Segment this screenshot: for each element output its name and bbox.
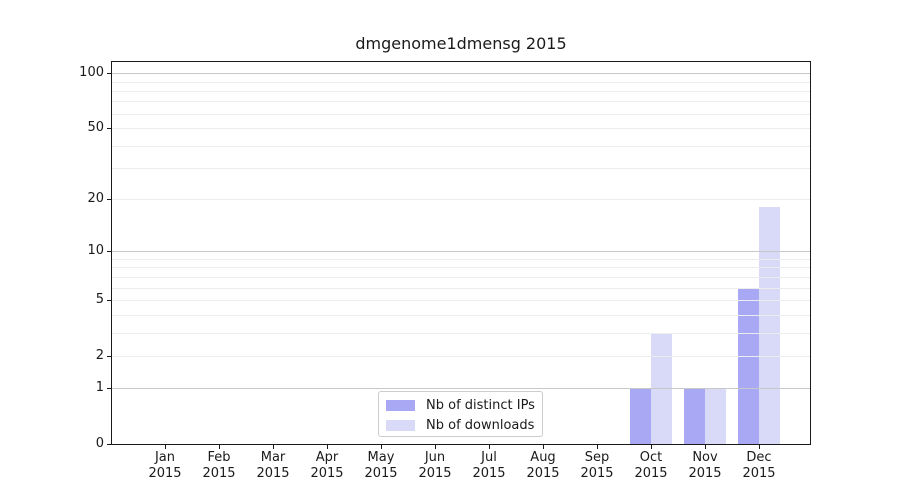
legend-label-downloads: Nb of downloads (426, 417, 535, 433)
x-axis-tick-label: Jun 2015 (408, 450, 462, 482)
grid-line-minor (112, 145, 810, 147)
y-tick-mark (107, 73, 111, 74)
bar-distinct-ips (684, 388, 705, 444)
y-axis-tick-label: 2 (95, 348, 104, 363)
x-tick-mark (759, 445, 760, 449)
x-axis-tick-label: Nov 2015 (678, 450, 732, 482)
grid-line-minor (112, 113, 810, 115)
y-axis-tick-label: 5 (95, 292, 104, 307)
x-tick-year: 2015 (202, 466, 236, 481)
x-axis-tick-label: Dec 2015 (732, 450, 786, 482)
grid-line-minor (112, 300, 810, 301)
y-axis-tick-label: 100 (79, 65, 104, 80)
grid-line-minor (112, 101, 810, 103)
x-axis-tick-label: Oct 2015 (624, 450, 678, 482)
x-tick-month: Aug (530, 450, 556, 465)
grid-line-minor (112, 199, 810, 201)
x-axis-tick-label: Feb 2015 (192, 450, 246, 482)
grid-line-minor (112, 287, 810, 289)
y-tick-mark (107, 444, 111, 445)
y-tick-mark (107, 388, 111, 389)
grid-line-minor (112, 128, 810, 129)
y-axis-tick-label: 10 (87, 243, 104, 258)
y-axis-tick-label: 50 (87, 120, 104, 135)
bar-downloads (759, 207, 780, 444)
x-tick-mark (489, 445, 490, 449)
grid-line-major (112, 251, 810, 253)
bar-distinct-ips (738, 287, 759, 444)
x-tick-month: Jul (481, 450, 497, 465)
x-tick-mark (651, 445, 652, 449)
x-tick-mark (435, 445, 436, 449)
legend-label-distinct-ips: Nb of distinct IPs (426, 397, 535, 413)
legend: Nb of distinct IPs Nb of downloads (378, 391, 543, 437)
x-axis-tick-label: Mar 2015 (246, 450, 300, 482)
x-tick-year: 2015 (580, 466, 614, 481)
grid-line-minor (112, 267, 810, 269)
x-tick-month: Feb (207, 450, 231, 465)
x-tick-mark (543, 445, 544, 449)
chart-title: dmgenome1dmensg 2015 (355, 34, 567, 53)
x-tick-mark (705, 445, 706, 449)
y-tick-mark (107, 199, 111, 200)
x-tick-year: 2015 (364, 466, 398, 481)
x-tick-month: May (367, 450, 395, 465)
x-tick-year: 2015 (148, 466, 182, 481)
x-axis-tick-label: Jan 2015 (138, 450, 192, 482)
x-axis-tick-label: Aug 2015 (516, 450, 570, 482)
x-tick-month: Jun (424, 450, 446, 465)
grid-line-major (112, 388, 810, 390)
grid-line-minor (112, 355, 810, 357)
bar-downloads (705, 388, 726, 444)
grid-line-minor (112, 314, 810, 316)
x-tick-month: Apr (315, 450, 339, 465)
x-axis-tick-label: May 2015 (354, 450, 408, 482)
x-tick-year: 2015 (634, 466, 668, 481)
x-tick-mark (165, 445, 166, 449)
x-tick-year: 2015 (310, 466, 344, 481)
grid-line-minor (112, 90, 810, 92)
x-tick-mark (219, 445, 220, 449)
grid-line-minor (112, 259, 810, 260)
x-tick-year: 2015 (256, 466, 290, 481)
y-tick-mark (107, 251, 111, 252)
legend-swatch-downloads (386, 419, 415, 431)
y-tick-mark (107, 300, 111, 301)
y-tick-mark (107, 128, 111, 129)
grid-line-minor (112, 276, 810, 278)
y-axis-tick-label: 0 (95, 436, 104, 451)
x-tick-month: Mar (260, 450, 286, 465)
x-tick-year: 2015 (418, 466, 452, 481)
x-tick-year: 2015 (472, 466, 506, 481)
x-tick-month: Sep (584, 450, 610, 465)
plot-area: Nb of distinct IPs Nb of downloads (111, 61, 811, 445)
x-tick-mark (381, 445, 382, 449)
grid-line-minor (112, 81, 810, 83)
x-tick-year: 2015 (688, 466, 722, 481)
legend-swatch-distinct-ips (386, 399, 415, 411)
x-tick-mark (273, 445, 274, 449)
y-tick-mark (107, 356, 111, 357)
x-tick-month: Dec (746, 450, 772, 465)
x-tick-mark (327, 445, 328, 449)
x-tick-year: 2015 (526, 466, 560, 481)
x-axis-tick-label: Jul 2015 (462, 450, 516, 482)
grid-line-minor (112, 332, 810, 334)
x-axis-tick-label: Apr 2015 (300, 450, 354, 482)
legend-row-downloads: Nb of downloads (379, 415, 542, 435)
grid-line-major (112, 73, 810, 75)
x-tick-month: Nov (692, 450, 718, 465)
grid-line-minor (112, 168, 810, 169)
bar-downloads (651, 332, 672, 444)
bar-distinct-ips (630, 388, 651, 444)
x-axis-tick-label: Sep 2015 (570, 450, 624, 482)
y-axis-tick-label: 20 (87, 191, 104, 206)
y-axis-tick-label: 1 (95, 380, 104, 395)
x-tick-month: Jan (154, 450, 176, 465)
x-tick-month: Oct (639, 450, 663, 465)
x-tick-year: 2015 (742, 466, 776, 481)
x-tick-mark (597, 445, 598, 449)
legend-row-distinct-ips: Nb of distinct IPs (379, 395, 542, 415)
